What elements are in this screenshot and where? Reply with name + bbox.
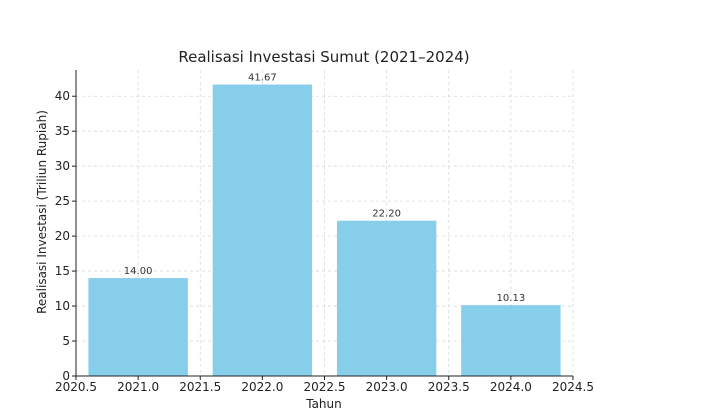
bar-2024	[461, 305, 561, 376]
x-tick-label-5: 2023.0	[366, 380, 408, 394]
chart-title: Realisasi Investasi Sumut (2021–2024)	[178, 48, 469, 66]
y-tick-label-4: 20	[55, 229, 70, 243]
bar-2023	[336, 220, 437, 376]
x-tick-label-7: 2024.0	[490, 380, 532, 394]
x-tick-label-6: 2023.5	[428, 380, 470, 394]
y-tick-label-7: 35	[55, 124, 70, 138]
bar-value-label-2023: 22.20	[372, 209, 401, 220]
x-tick-label-0: 2020.5	[55, 380, 97, 394]
axes: 2020.5 2021.0 2021.5 2022.0 2022.5 2023.0 2023…	[55, 70, 594, 394]
x-tick-label-3: 2022.0	[241, 380, 283, 394]
bar-value-label-2022: 41.67	[248, 73, 277, 84]
y-axis-label: Realisasi Investasi (Triliun Rupiah)	[35, 110, 49, 314]
x-tick-label-2: 2021.5	[179, 380, 221, 394]
y-tick-label-6: 30	[55, 159, 70, 173]
bar-value-label-2024: 10.13	[497, 293, 526, 304]
y-tick-label-8: 40	[55, 89, 70, 103]
bar-value-label-2021: 14.00	[124, 266, 153, 277]
x-tick-label-8: 2024.5	[552, 380, 594, 394]
y-tick-label-1: 5	[62, 334, 70, 348]
bar-value-labels: 14.00 41.67 22.20 10.13	[124, 73, 525, 305]
y-tick-label-2: 10	[55, 299, 70, 313]
x-tick-label-4: 2022.5	[304, 380, 346, 394]
y-tick-label-0: 0	[62, 369, 70, 383]
x-tick-label-1: 2021.0	[117, 380, 159, 394]
bars	[88, 84, 561, 377]
bar-2022	[212, 84, 313, 377]
bar-2021	[88, 278, 188, 376]
y-tick-label-3: 15	[55, 264, 70, 278]
x-axis-label: Tahun	[305, 397, 342, 411]
y-tick-label-5: 25	[55, 194, 70, 208]
